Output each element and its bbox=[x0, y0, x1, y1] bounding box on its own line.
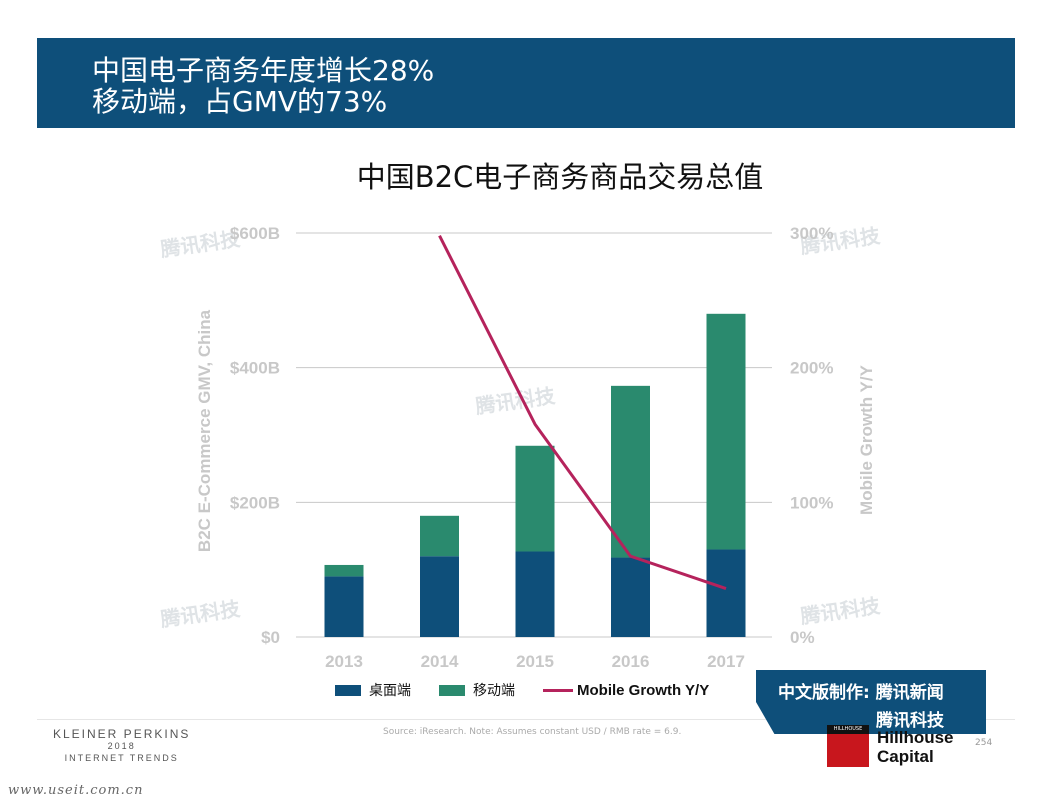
y2-tick-label: 200% bbox=[790, 359, 833, 378]
bar-layer bbox=[324, 313, 746, 637]
y2-tick-label: 300% bbox=[790, 224, 833, 243]
kp-name: KLEINER PERKINS bbox=[53, 727, 191, 741]
bar-desktop bbox=[515, 551, 555, 637]
x-tick-label: 2015 bbox=[516, 652, 554, 671]
legend-swatch-mobile bbox=[439, 684, 465, 696]
hillhouse-line2: Capital bbox=[877, 747, 934, 766]
bar-mobile bbox=[611, 385, 650, 558]
kp-year: 2018 bbox=[107, 741, 136, 751]
kp-report: INTERNET TRENDS bbox=[64, 753, 179, 763]
label-layer: $0 $200B $400B $600B 0% 100% 200% 300% B2C E-Com… bbox=[195, 224, 876, 671]
bar-desktop bbox=[611, 557, 650, 637]
x-tick-label: 2016 bbox=[612, 652, 650, 671]
header-banner: 中国电子商务年度增长28% 移动端，占GMV的73% bbox=[37, 38, 1015, 128]
footer-divider bbox=[37, 719, 1015, 720]
chart-title: 中国B2C电子商务商品交易总值 bbox=[356, 160, 764, 194]
y2-axis-label: Mobile Growth Y/Y bbox=[857, 364, 876, 515]
badge-line1: 中文版制作: 腾讯新闻 bbox=[778, 683, 944, 703]
x-tick-label: 2014 bbox=[421, 652, 459, 671]
legend-label-desktop: 桌面端 bbox=[369, 683, 411, 699]
bar-mobile bbox=[515, 445, 555, 552]
legend-swatch-growth bbox=[543, 688, 573, 692]
legend-swatch-desktop bbox=[335, 684, 361, 696]
hillhouse-logo-icon: HILLHOUSE bbox=[827, 725, 869, 767]
site-url: www.useit.com.cn bbox=[8, 783, 144, 798]
kp-logo: KLEINER PERKINS 2018 INTERNET TRENDS bbox=[53, 728, 190, 764]
y-tick-label: $0 bbox=[261, 628, 280, 647]
y-tick-label: $600B bbox=[230, 224, 280, 243]
page-number: 254 bbox=[975, 738, 993, 748]
legend-item-growth: Mobile Growth Y/Y bbox=[543, 682, 709, 699]
bar-mobile bbox=[706, 313, 746, 550]
bar-desktop bbox=[706, 549, 746, 637]
y-tick-label: $400B bbox=[230, 359, 280, 378]
slide-title-line2: 移动端，占GMV的73% bbox=[92, 85, 388, 118]
bar-mobile bbox=[420, 515, 459, 557]
chart-legend: 桌面端 移动端 Mobile Growth Y/Y bbox=[335, 679, 737, 701]
y-axis-label: B2C E-Commerce GMV, China bbox=[195, 309, 214, 552]
bar-desktop bbox=[420, 556, 459, 637]
slide-title-line1: 中国电子商务年度增长28% bbox=[92, 54, 435, 87]
hillhouse-logo-text: HILLHOUSE bbox=[827, 725, 869, 734]
bar-desktop bbox=[324, 576, 364, 637]
x-tick-label: 2017 bbox=[707, 652, 745, 671]
legend-label-mobile: 移动端 bbox=[473, 683, 515, 699]
y2-tick-label: 0% bbox=[790, 628, 815, 647]
bar-mobile bbox=[324, 564, 364, 577]
badge-line2: 腾讯科技 bbox=[876, 711, 944, 731]
line-mobile-growth bbox=[438, 235, 727, 590]
hillhouse-wordmark: Hillhouse Capital bbox=[877, 728, 954, 766]
y-tick-label: $200B bbox=[230, 493, 280, 512]
y2-tick-label: 100% bbox=[790, 493, 833, 512]
line-layer bbox=[438, 235, 727, 590]
hillhouse-line1: Hillhouse bbox=[877, 728, 954, 747]
legend-label-growth: Mobile Growth Y/Y bbox=[577, 681, 710, 699]
translation-badge: 中文版制作: 腾讯新闻 腾讯科技 bbox=[756, 670, 986, 734]
source-note: Source: iResearch. Note: Assumes constan… bbox=[383, 727, 682, 737]
legend-item-mobile: 移动端 bbox=[439, 680, 515, 700]
x-tick-label: 2013 bbox=[325, 652, 363, 671]
legend-item-desktop: 桌面端 bbox=[335, 680, 411, 700]
